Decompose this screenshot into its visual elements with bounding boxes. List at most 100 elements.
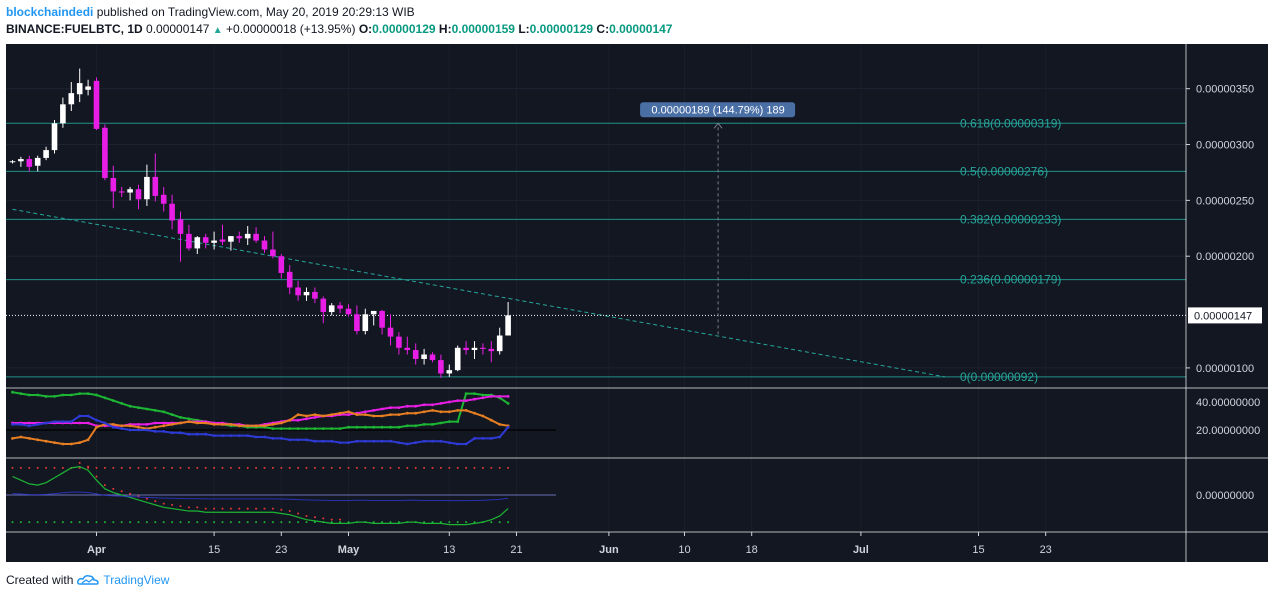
candle-body — [471, 347, 478, 351]
indicator-point — [296, 418, 300, 422]
indicator-point — [53, 420, 56, 423]
upper-dot — [397, 466, 400, 469]
signal-dot — [162, 502, 165, 505]
indicator-point — [153, 430, 157, 433]
indicator-point — [489, 418, 493, 422]
tradingview-link[interactable]: TradingView — [103, 573, 170, 587]
indicator-point — [347, 441, 350, 444]
upper-dot — [129, 466, 132, 469]
indicator-point — [271, 423, 275, 426]
indicator-point — [145, 423, 149, 426]
indicator-point — [389, 425, 392, 429]
signal-dot — [145, 497, 148, 500]
indicator-point — [111, 425, 115, 429]
signal-dot — [330, 518, 333, 521]
indicator-point — [321, 414, 325, 418]
tradingview-cloud-icon — [77, 575, 100, 585]
indicator-point — [355, 439, 359, 443]
signal-dot — [196, 506, 199, 509]
price-chart[interactable]: 0.618(0.00000319) 0.5(0.00000276) 0.382(0.… — [6, 44, 1268, 562]
candle-body — [26, 159, 33, 167]
indicator-point — [330, 427, 334, 430]
indicator-point — [36, 393, 40, 397]
indicator-point — [447, 420, 451, 423]
indicator-point — [296, 427, 300, 430]
lower-dot — [204, 521, 207, 524]
measure-tool[interactable]: 0.00000189 (144.79%) 189 — [640, 102, 796, 335]
candle-body — [102, 127, 108, 179]
indicator-point — [279, 437, 283, 440]
candle-body — [177, 219, 184, 234]
lower-dot — [28, 521, 31, 524]
indicator-point — [204, 432, 208, 436]
indicator-point — [380, 407, 384, 411]
indicator-point — [305, 427, 308, 430]
author-name[interactable]: blockchaindedi — [6, 5, 94, 19]
candle-body — [362, 314, 369, 332]
indicator-point — [481, 437, 485, 440]
time-axis[interactable]: Apr 15 23 May 13 21 Jun 10 18 Jul 15 23 — [87, 532, 1052, 556]
upper-dot — [95, 466, 98, 469]
lower-dot — [271, 521, 274, 524]
lower-dot — [431, 521, 434, 524]
last-price-tag — [1188, 307, 1262, 324]
candle-body — [387, 327, 394, 337]
indicator-point — [389, 413, 392, 416]
candle-body — [505, 315, 511, 336]
lower-dot — [389, 521, 392, 524]
indicator-point — [296, 438, 300, 442]
upper-dot — [45, 466, 48, 469]
indicator-point — [431, 409, 434, 412]
candle-body — [135, 189, 142, 200]
indicator-point — [95, 393, 98, 397]
indicator-point — [447, 410, 451, 414]
indicator-point — [187, 417, 191, 421]
change-value: +0.00000018 (+13.95%) — [226, 22, 356, 36]
indicator-point — [162, 421, 166, 425]
lower-dot — [423, 521, 426, 524]
upper-dot — [145, 466, 148, 469]
lower-dot — [196, 521, 199, 524]
upper-dot — [364, 466, 367, 469]
lower-dot — [162, 521, 165, 524]
indicator-point — [506, 402, 510, 405]
indicator-point — [397, 413, 401, 416]
time-tick-label: 15 — [208, 544, 220, 556]
price-axis[interactable]: 0.00000350 0.00000300 0.00000250 0.00000200… — [1186, 84, 1262, 502]
indicator-point — [44, 439, 48, 443]
signal-dot — [179, 505, 182, 508]
lower-dot — [313, 521, 316, 524]
measure-box — [640, 102, 796, 118]
open-label: O: — [358, 22, 373, 36]
indicator-point — [137, 428, 140, 432]
indicator-point — [279, 421, 283, 425]
signal-dot — [255, 507, 258, 510]
lower-dot — [11, 521, 14, 524]
indicator-point — [179, 431, 182, 435]
trendline[interactable] — [6, 208, 1186, 378]
indicator-pane-2 — [6, 461, 556, 526]
lower-dot — [305, 521, 308, 524]
candle-body — [488, 348, 495, 352]
indicator-point — [128, 428, 132, 432]
candle-body — [219, 239, 226, 242]
symbol-label: BINANCE:FUELBTC, 1D — [6, 22, 143, 36]
indicator-point — [372, 439, 376, 443]
indicator-point — [246, 434, 250, 437]
candle-body — [202, 237, 209, 243]
indicator-point — [78, 441, 82, 444]
candle-body — [51, 123, 58, 151]
candle-body — [320, 298, 327, 313]
indicator-point — [498, 423, 502, 426]
indicator-point — [456, 442, 460, 446]
indicator-point — [145, 407, 149, 411]
indicator-point — [489, 437, 493, 440]
indicator-point — [313, 416, 317, 419]
signal-dot — [187, 506, 190, 509]
indicator-point — [288, 418, 292, 422]
indicator-point — [19, 435, 23, 439]
fibonacci-levels[interactable]: 0.618(0.00000319) 0.5(0.00000276) 0.382(0.… — [6, 116, 1186, 384]
upper-dot — [313, 466, 316, 469]
upper-dot — [473, 466, 476, 469]
lower-dot — [498, 521, 501, 524]
